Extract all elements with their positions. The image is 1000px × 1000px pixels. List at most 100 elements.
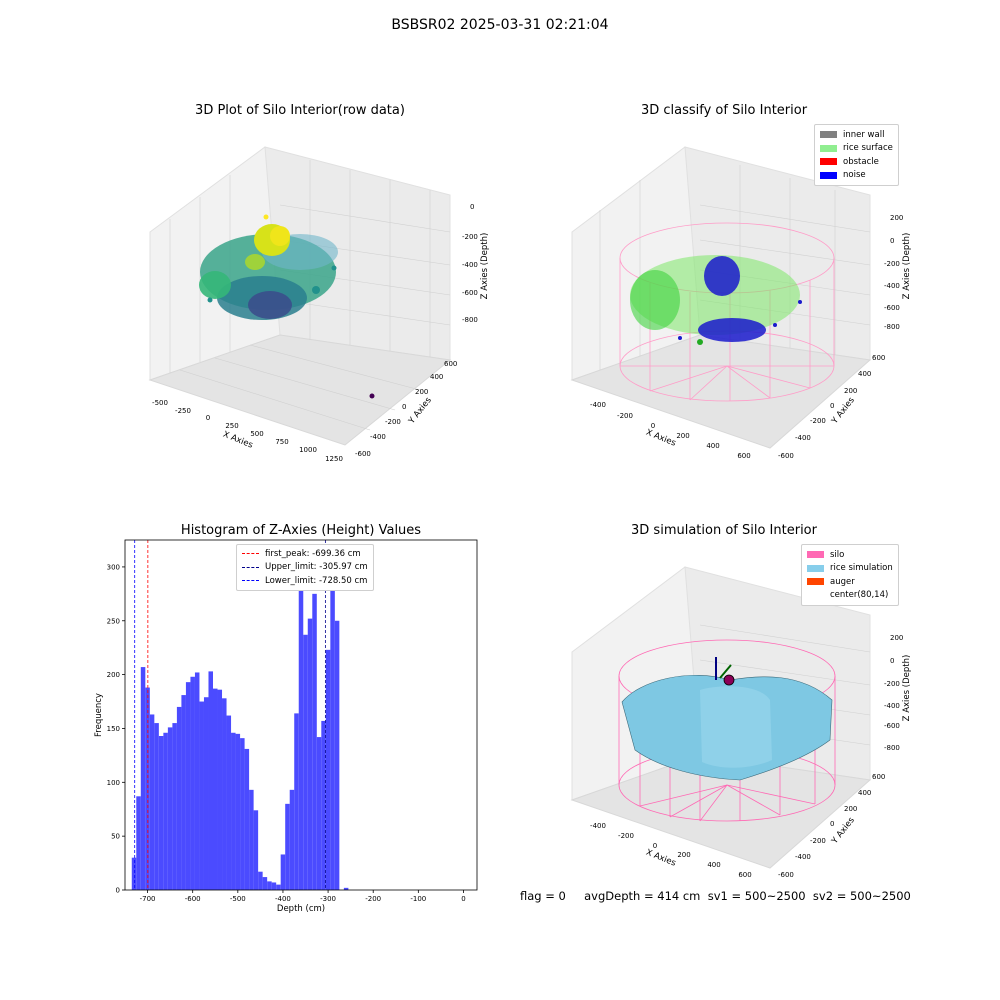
simulation-ztick: 0	[890, 657, 894, 665]
histogram-bar	[294, 713, 299, 890]
legend-entry-auger: auger	[807, 575, 893, 589]
histogram-xtick-label: -400	[275, 895, 291, 903]
classify-xtick: 400	[706, 442, 719, 450]
simulation-xlabel: X Axies	[644, 848, 677, 869]
histogram-bar	[343, 887, 349, 890]
classify-ytick: -400	[795, 434, 811, 442]
histogram-bar	[303, 634, 308, 890]
simulation-ztick: 200	[890, 634, 903, 642]
simulation-ytick: -400	[795, 853, 811, 861]
simulation-xtick: 600	[738, 871, 751, 879]
legend-swatch	[820, 144, 837, 152]
legend-swatch	[820, 158, 837, 166]
histogram-bar	[208, 671, 213, 890]
classify-ytick: 200	[844, 387, 857, 395]
classify-zlabel: Z Axies (Depth)	[902, 233, 912, 300]
histogram-bar	[140, 667, 146, 890]
raw-ztick: -200	[462, 233, 478, 241]
histogram-xtick-label: -500	[230, 895, 246, 903]
histogram-xtick-label: -100	[410, 895, 426, 903]
histogram-ytick-label: 250	[107, 617, 120, 625]
histogram-bar	[267, 881, 272, 890]
classify-xtick: 600	[737, 452, 750, 460]
legend-label: inner wall	[843, 129, 885, 140]
histogram-bar	[334, 620, 340, 890]
simulation-ytick: -200	[810, 837, 826, 845]
legend-label: rice surface	[843, 143, 893, 154]
legend-entry-center: center(80,14)	[807, 589, 893, 603]
raw-plot-title: 3D Plot of Silo Interior(row data)	[195, 103, 405, 118]
classify-ztick: 200	[890, 214, 903, 222]
simulation-ztick: -600	[884, 722, 900, 730]
histogram-bar	[190, 676, 195, 890]
legend-entry-lower-limit: Lower_limit: -728.50 cm	[242, 574, 368, 588]
histogram-bar	[217, 689, 223, 890]
legend-swatch	[807, 564, 824, 572]
histogram-legend: first_peak: -699.36 cm Upper_limit: -305…	[236, 544, 374, 591]
histogram-bar	[136, 796, 141, 890]
histogram-yticks: 0 50 100 150 200 250 300	[107, 563, 125, 895]
raw-ytick: 400	[430, 373, 443, 381]
histogram-bar	[330, 557, 335, 890]
histogram-bar	[240, 738, 245, 890]
legend-swatch	[807, 591, 824, 599]
classify-ytick: 600	[872, 354, 885, 362]
legend-label: Upper_limit: -305.97 cm	[265, 562, 368, 573]
legend-swatch	[807, 551, 824, 559]
simulation-ztick: -200	[884, 680, 900, 688]
raw-ztick: -600	[462, 289, 478, 297]
legend-label: first_peak: -699.36 cm	[265, 548, 361, 559]
histogram-xtick-label: -200	[365, 895, 381, 903]
simulation-xtick: 0	[653, 842, 657, 850]
histogram-bar	[185, 682, 191, 890]
figure-title: BSBSR02 2025-03-31 02:21:04	[391, 17, 609, 33]
classify-ytick: 0	[830, 402, 834, 410]
raw-zlabel: Z Axies (Depth)	[480, 233, 490, 300]
raw-point-cloud	[199, 214, 375, 399]
classify-point-cloud	[630, 255, 802, 345]
histogram-bar	[312, 593, 317, 890]
histogram-bar	[213, 688, 218, 890]
histogram-xtick-label: -700	[140, 895, 156, 903]
simulation-zlabel: Z Axies (Depth)	[902, 655, 912, 722]
legend-label: silo	[830, 549, 845, 560]
histogram-bar	[321, 720, 326, 890]
histogram-bar	[298, 572, 304, 890]
legend-swatch	[820, 131, 837, 139]
classify-ztick: -200	[884, 260, 900, 268]
raw-ytick: -400	[370, 433, 386, 441]
histogram-bar	[271, 882, 277, 890]
legend-entry-rice-simulation: rice simulation	[807, 562, 893, 576]
histogram-bar	[285, 803, 290, 890]
histogram-bar	[145, 687, 150, 890]
histogram-bar	[325, 649, 331, 890]
histogram-bar	[316, 737, 322, 890]
simulation-ytick: 400	[858, 789, 871, 797]
histogram-ytick-label: 200	[107, 671, 120, 679]
legend-entry-silo: silo	[807, 548, 893, 562]
histogram-xtick-label: -300	[320, 895, 336, 903]
histogram-bar	[194, 672, 200, 890]
legend-label: rice simulation	[830, 563, 893, 574]
simulation-plot-title: 3D simulation of Silo Interior	[631, 523, 817, 538]
histogram-bar	[276, 884, 281, 890]
simulation-ztick: -400	[884, 702, 900, 710]
histogram-bar	[258, 871, 263, 890]
legend-entry-inner-wall: inner wall	[820, 128, 893, 142]
histogram-bar	[158, 736, 164, 890]
raw-xtick: 1000	[299, 446, 317, 454]
histogram-vlines	[134, 540, 326, 890]
histogram-ytick-label: 300	[107, 563, 120, 571]
classify-ztick: -800	[884, 323, 900, 331]
histogram-ytick-label: 150	[107, 725, 120, 733]
simulation-ytick: -600	[778, 871, 794, 879]
histogram-bar	[199, 701, 204, 890]
raw-ztick: 0	[470, 203, 474, 211]
raw-xtick: 250	[225, 422, 238, 430]
raw-ytick: -200	[385, 418, 401, 426]
histogram-bar	[154, 723, 159, 890]
